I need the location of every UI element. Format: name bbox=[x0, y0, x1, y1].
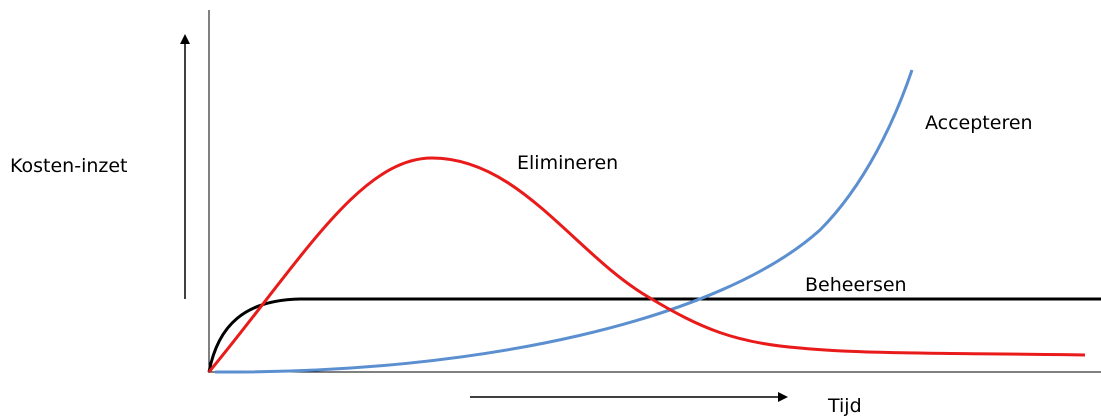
curve-label: Accepteren bbox=[925, 112, 1033, 134]
x-axis-label: Tijd bbox=[827, 395, 862, 417]
y-axis-label: Kosten-inzet bbox=[10, 155, 128, 177]
beheersen-curve bbox=[207, 297, 1101, 373]
curve-label: Beheersen bbox=[805, 274, 907, 296]
accepteren-curve bbox=[214, 69, 914, 374]
elimineren-curve bbox=[207, 156, 1086, 373]
curve-label: Elimineren bbox=[517, 152, 618, 174]
